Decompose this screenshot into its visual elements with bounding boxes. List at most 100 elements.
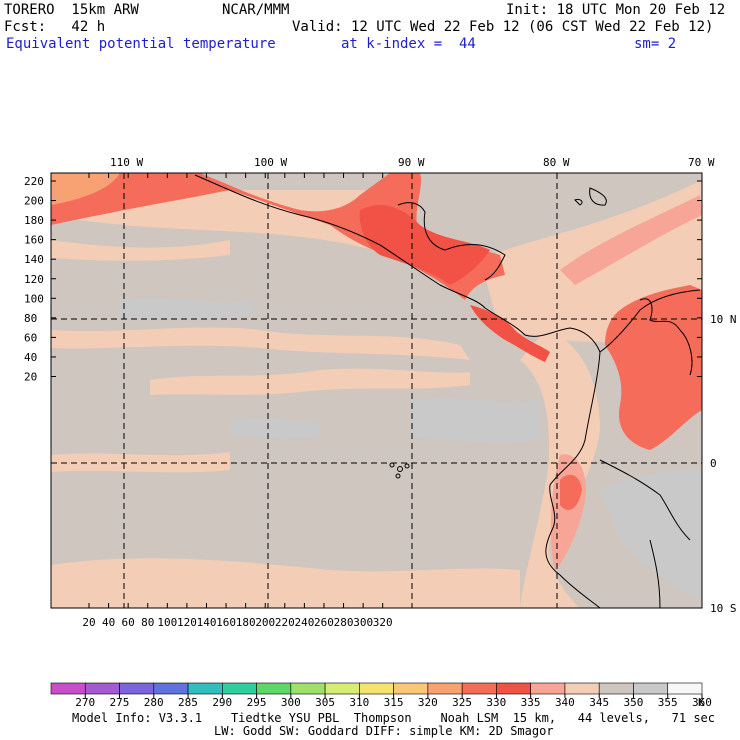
model-info-line2: LW: Godd SW: Goddard DIFF: simple KM: 2D… — [214, 724, 554, 738]
colorbar-labels: 270 275 280 285 290 295 300 305 310 315 320 325 330 3… — [75, 694, 712, 709]
y-tick-label: 80 — [24, 312, 37, 325]
colorbar-swatch — [633, 682, 669, 695]
y-tick-label: 140 — [24, 253, 44, 266]
model-title: TORERO 15km ARW — [4, 2, 139, 18]
colorbar-label: 355 — [658, 696, 678, 709]
colorbar-swatch — [461, 682, 497, 695]
level-info: at k-index = 44 — [341, 36, 476, 52]
colorbar-swatch — [393, 682, 429, 695]
lat-label: 10 S — [710, 602, 737, 615]
peru-brazil-border — [649, 539, 661, 609]
theta-e-mexico-red — [51, 173, 505, 300]
coastlines — [194, 174, 701, 609]
lon-label: 80 W — [543, 156, 570, 169]
colorbar-label: 325 — [452, 696, 472, 709]
colorbar-label: 335 — [521, 696, 541, 709]
colorbar-label: 310 — [349, 696, 369, 709]
colorbar-unit: K — [698, 696, 705, 709]
theta-e-grey-c — [230, 417, 320, 439]
y-tick-label: 180 — [24, 214, 44, 227]
colorbar-swatch — [667, 682, 703, 695]
forecast-hour: Fcst: 42 h — [4, 19, 106, 35]
colorbar-swatch — [290, 682, 326, 695]
colorbar-swatch — [324, 682, 360, 695]
lon-label: 90 W — [398, 156, 425, 169]
y-tick-label: 200 — [24, 195, 44, 208]
colorbar-label: 315 — [384, 696, 404, 709]
x-tick-label: 260 — [314, 616, 334, 629]
colorbar-swatch — [496, 682, 531, 695]
colorbar-swatch — [427, 682, 463, 695]
colorbar-swatch — [530, 682, 566, 695]
ecuador-peru-border — [599, 459, 691, 541]
theta-e-band-south — [51, 558, 520, 608]
colorbar-swatch — [564, 682, 600, 695]
theta-e-band-d — [51, 452, 230, 473]
lat-label: 0 — [710, 457, 717, 470]
galapagos-island-4 — [395, 473, 401, 479]
theta-e-band-a — [51, 240, 230, 261]
y-tick-label: 20 — [24, 371, 37, 384]
theta-e-colombia-red — [605, 285, 702, 450]
colorbar-label: 275 — [110, 696, 130, 709]
colorbar-swatch — [119, 682, 155, 695]
theta-e-costa-rica-red — [470, 305, 550, 362]
x-tick-label: 240 — [294, 616, 314, 629]
y-tick-label: 40 — [24, 351, 37, 364]
x-tick-label: 60 — [122, 616, 135, 629]
theta-e-grey-a — [120, 297, 255, 320]
valid-time: Valid: 12 UTC Wed 22 Feb 12 (06 CST Wed … — [292, 19, 714, 35]
colorbar-label: 300 — [281, 696, 301, 709]
theta-e-grey-andes — [600, 470, 702, 600]
x-tick-label: 40 — [102, 616, 115, 629]
caribbean-island — [589, 187, 607, 206]
colorbar-label: 345 — [589, 696, 609, 709]
colorbar-swatch — [359, 682, 394, 695]
colorbar — [50, 682, 703, 695]
theta-e-northwest-orange — [51, 173, 120, 205]
x-tick-label: 20 — [82, 616, 95, 629]
colorbar-label: 280 — [144, 696, 164, 709]
pacific-coast-central-america — [194, 174, 601, 353]
graticule — [51, 173, 702, 608]
colorbar-label: 270 — [75, 696, 95, 709]
caribbean-island-small — [574, 199, 583, 206]
axis-ticks — [51, 173, 702, 608]
x-tick-label: 160 — [216, 616, 236, 629]
colorbar-swatch — [256, 682, 292, 695]
lon-label: 70 W — [688, 156, 715, 169]
y-tick-label: 60 — [24, 331, 37, 344]
field-name: Equivalent potential temperature — [6, 36, 276, 52]
colorbar-label: 295 — [247, 696, 267, 709]
colorbar-label: 350 — [623, 696, 643, 709]
init-time: Init: 18 UTC Mon 20 Feb 12 — [506, 2, 726, 18]
center-title: NCAR/MMM — [222, 2, 290, 18]
x-tick-label: 80 — [141, 616, 154, 629]
lon-label: 110 W — [110, 156, 143, 169]
y-tick-label: 120 — [24, 273, 44, 286]
theta-e-band-b — [51, 327, 470, 360]
y-tick-label: 160 — [24, 234, 44, 247]
theta-e-guatemala-red — [359, 205, 490, 285]
colorbar-label: 305 — [315, 696, 335, 709]
map-frame — [50, 172, 703, 609]
x-tick-label: 280 — [334, 616, 354, 629]
smoothing-info: sm= 2 — [634, 36, 677, 52]
theta-e-band-north — [51, 190, 420, 260]
theta-e-ecuador-red — [560, 474, 582, 510]
guatemala-border — [397, 202, 506, 281]
colorbar-label: 340 — [555, 696, 575, 709]
colorbar-swatch — [50, 682, 86, 695]
x-tick-label: 120 — [177, 616, 197, 629]
galapagos-island-2 — [397, 466, 403, 472]
lon-label: 100 W — [254, 156, 287, 169]
model-info-line1: Model Info: V3.3.1 Tiedtke YSU PBL Thomp… — [72, 711, 715, 725]
theta-e-grey-b — [410, 398, 540, 443]
x-tick-label: 320 — [373, 616, 393, 629]
x-tick-label: 140 — [197, 616, 217, 629]
colorbar-label: 360 — [692, 696, 712, 709]
colorbar-label: 290 — [212, 696, 232, 709]
lat-label: 10 N — [710, 313, 737, 326]
